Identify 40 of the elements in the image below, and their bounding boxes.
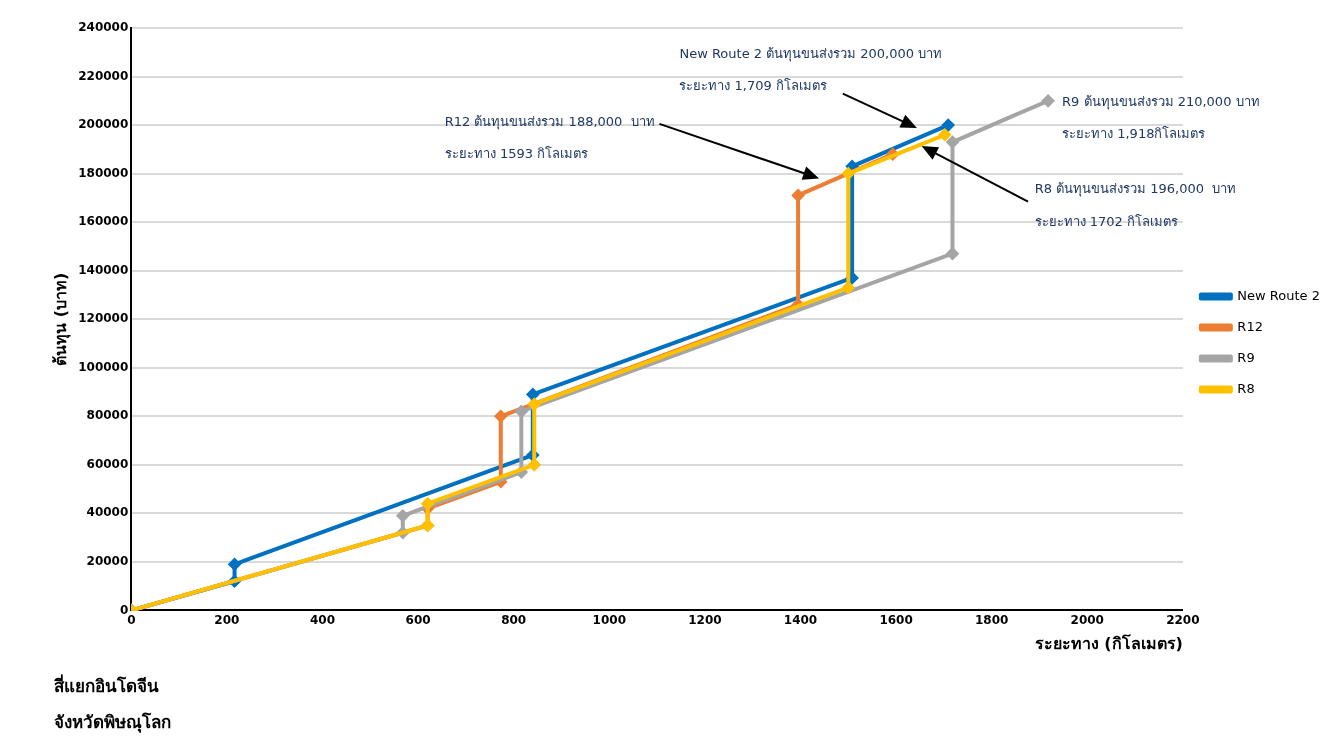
y-tick-label: 160000 bbox=[78, 214, 129, 229]
y-tick-label: 200000 bbox=[78, 117, 129, 132]
y-tick-label: 140000 bbox=[78, 262, 129, 277]
x-tick-label: 1600 bbox=[879, 612, 913, 627]
x-tick-label: 1000 bbox=[592, 612, 626, 627]
y-tick-label: 120000 bbox=[78, 311, 129, 326]
annotation: ระยะทาง 1702 กิโลเมตร bbox=[1034, 212, 1179, 231]
legend-label: New Route 2 bbox=[1237, 287, 1321, 303]
annotation: R9 ต้นทุนขนส่งรวม 210,000 บาท bbox=[1062, 92, 1260, 112]
text: จังหวัดพิษณุโลก bbox=[54, 711, 172, 735]
x-tick-label: 1200 bbox=[688, 612, 722, 627]
x-tick-label: 1400 bbox=[783, 612, 818, 627]
y-tick-label: 220000 bbox=[78, 68, 129, 83]
y-tick-label: 60000 bbox=[86, 456, 129, 471]
x-tick-label: 600 bbox=[405, 612, 431, 627]
annotation: ระยะทาง 1,918กิโลเมตร bbox=[1062, 124, 1206, 143]
x-tick-label: 800 bbox=[501, 612, 527, 627]
annotation: New Route 2 ต้นทุนขนส่งรวม 200,000 บาท bbox=[679, 45, 943, 64]
x-tick-label: 1800 bbox=[974, 612, 1009, 627]
legend-label: R8 bbox=[1237, 380, 1255, 396]
annotation: ระยะทาง 1,709 กิโลเมตร bbox=[679, 77, 827, 96]
y-tick-label: 180000 bbox=[78, 165, 129, 180]
x-tick-label: 200 bbox=[214, 612, 240, 627]
y-tick-label: 100000 bbox=[78, 359, 129, 374]
legend-label: R12 bbox=[1237, 318, 1263, 334]
x-tick-label: 2200 bbox=[1166, 612, 1200, 627]
y-tick-label: 40000 bbox=[86, 505, 129, 520]
annotation: ระยะทาง 1593 กิโลเมตร bbox=[444, 145, 589, 164]
text: สี่แยกอินโดจีน bbox=[54, 673, 160, 698]
y-tick-label: 240000 bbox=[78, 20, 129, 35]
y-axis-title: ต้นทุน (บาท) bbox=[50, 272, 71, 366]
y-tick-label: 80000 bbox=[86, 408, 129, 423]
annotation: R12 ต้นทุนขนส่งรวม 188,000 บาท bbox=[444, 112, 655, 132]
y-tick-label: 0 bbox=[119, 602, 129, 617]
legend-label: R9 bbox=[1237, 349, 1255, 365]
x-tick-label: 2000 bbox=[1070, 612, 1104, 627]
x-tick-label: 400 bbox=[309, 612, 336, 627]
y-tick-label: 20000 bbox=[86, 553, 129, 568]
x-axis-title: ระยะทาง (กิโลเมตร) bbox=[1034, 632, 1183, 653]
annotation: R8 ต้นทุนขนส่งรวม 196,000 บาท bbox=[1034, 180, 1237, 199]
